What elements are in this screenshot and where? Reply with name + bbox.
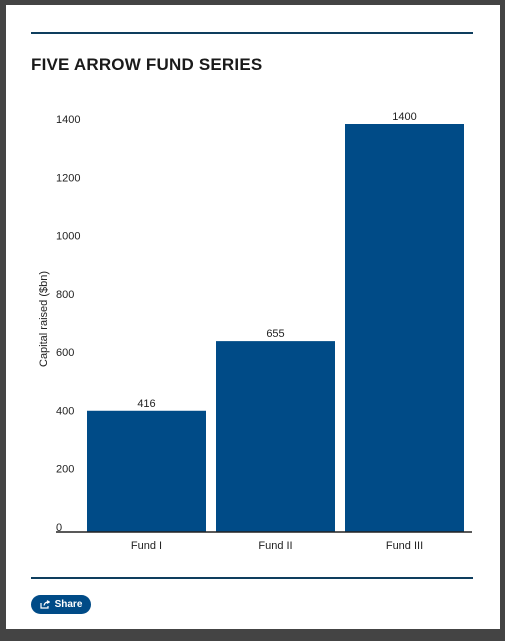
y-axis-label: Capital raised ($bn) <box>38 271 50 367</box>
x-tick-label: Fund III <box>386 540 423 552</box>
y-tick-label: 600 <box>56 347 74 359</box>
y-tick-label: 1200 <box>56 172 80 184</box>
share-label: Share <box>54 599 83 610</box>
x-tick-label: Fund I <box>131 540 162 552</box>
bar <box>87 410 206 532</box>
y-tick-label: 1000 <box>56 231 80 243</box>
bar-chart: 0 200 400 600 800 1000 1200 1400 Capital raised … <box>38 111 472 552</box>
y-tick-label: 200 <box>56 464 74 476</box>
chart-title: FIVE ARROW FUND SERIES <box>31 55 263 74</box>
y-tick-label: 1400 <box>56 114 80 126</box>
bar <box>216 341 335 532</box>
bar-value-label: 1400 <box>392 111 416 123</box>
bar-value-label: 416 <box>137 398 155 410</box>
bar-value-label: 655 <box>266 328 284 340</box>
x-tick-label: Fund II <box>258 540 292 552</box>
share-button[interactable]: Share <box>31 595 91 614</box>
y-tick-label: 800 <box>56 289 74 301</box>
y-tick-label: 400 <box>56 405 74 417</box>
chart-card: FIVE ARROW FUND SERIES 0 200 400 600 800 1000… <box>6 5 500 629</box>
top-divider <box>31 32 473 34</box>
bar <box>345 124 464 532</box>
bottom-divider <box>31 577 473 579</box>
share-icon <box>39 600 50 609</box>
y-tick-label: 0 <box>56 522 62 534</box>
